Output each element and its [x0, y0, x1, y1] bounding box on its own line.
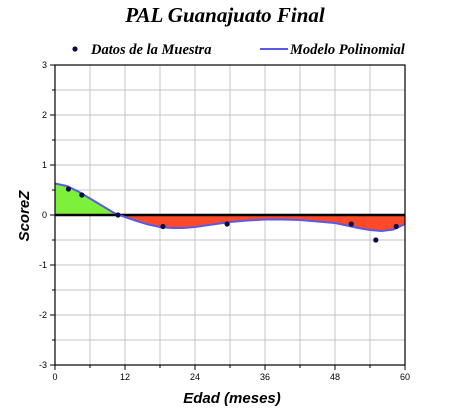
data-point	[115, 212, 121, 218]
data-point	[160, 223, 166, 230]
x-tick-label: 48	[330, 372, 340, 382]
data-point	[65, 186, 72, 192]
y-axis-label: ScoreZ	[16, 190, 33, 242]
data-point	[348, 221, 354, 227]
data-point	[79, 192, 85, 198]
y-tick-label: -2	[39, 310, 47, 320]
legend: Datos de la Muestra Modelo Polinomial	[72, 42, 405, 58]
x-tick-label: 0	[52, 372, 57, 382]
data-point	[224, 221, 230, 227]
chart-title: PAL Guanajuato Final	[124, 3, 325, 27]
y-tick-label: -1	[39, 260, 47, 270]
data-point	[393, 223, 399, 230]
axes	[50, 64, 406, 370]
model-curve	[54, 182, 406, 233]
y-tick-label: -3	[39, 360, 47, 370]
y-tick-label: 0	[42, 210, 47, 220]
legend-label-model: Modelo Polinomial	[289, 42, 405, 58]
x-tick-label: 60	[400, 372, 410, 382]
data-points	[65, 186, 399, 243]
x-tick-label: 24	[190, 372, 200, 382]
y-tick-label: 2	[42, 110, 47, 120]
x-axis-label: Edad (meses)	[183, 390, 281, 407]
model-line	[54, 182, 406, 233]
legend-label-sample: Datos de la Muestra	[90, 42, 211, 58]
data-point	[373, 237, 379, 243]
x-tick-label: 12	[120, 372, 130, 382]
x-tick-label: 36	[260, 372, 270, 382]
y-tick-label: 3	[42, 60, 47, 70]
legend-marker-sample	[72, 46, 78, 52]
y-tick-label: 1	[42, 160, 47, 170]
